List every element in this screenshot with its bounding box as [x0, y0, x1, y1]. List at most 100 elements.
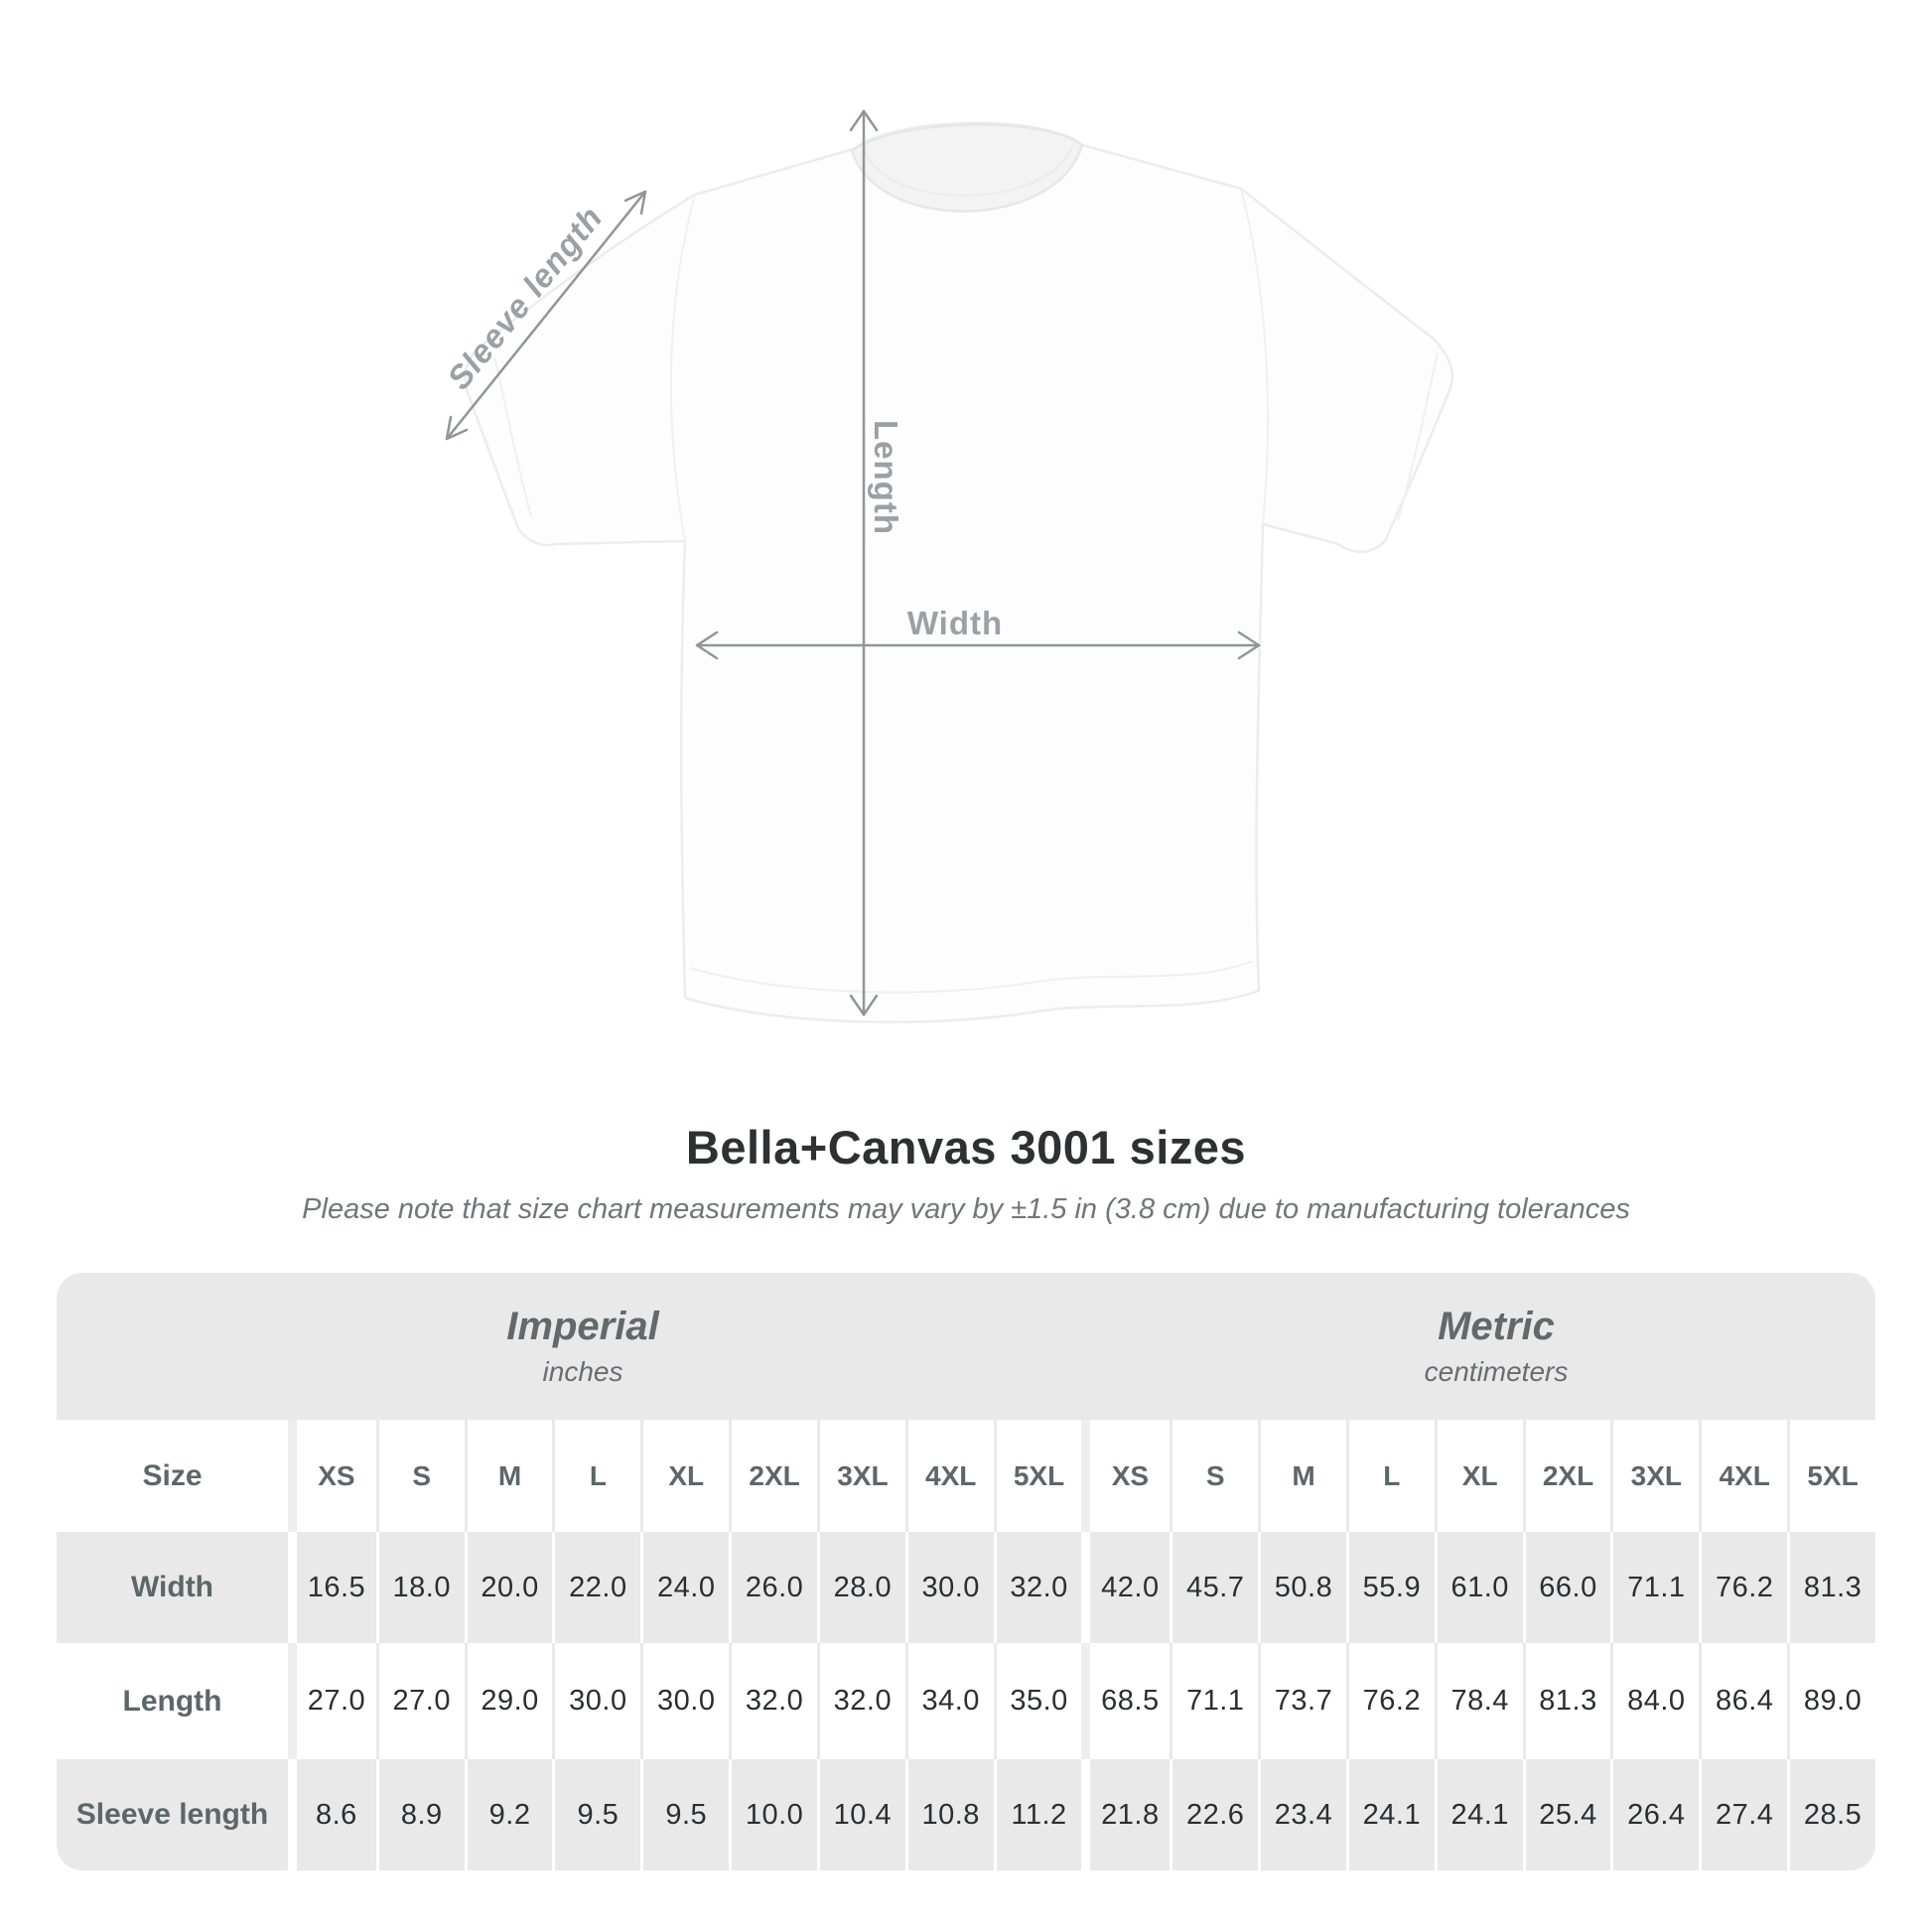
measurements-table: Size XS S M L XL 2XL 3XL 4XL 5XL XS S M …: [57, 1420, 1875, 1870]
sleeve-length-row: Sleeve length 8.6 8.9 9.2 9.5 9.5 10.0 1…: [57, 1759, 1875, 1870]
value-cell: 24.0: [640, 1532, 729, 1643]
value-cell: 45.7: [1170, 1532, 1258, 1643]
size-col-header: 5XL: [993, 1420, 1082, 1532]
value-cell: 26.4: [1610, 1759, 1699, 1870]
size-col-header: 2XL: [1522, 1420, 1611, 1532]
value-cell: 9.5: [640, 1759, 729, 1870]
size-col-header: S: [375, 1420, 465, 1532]
value-cell: 81.3: [1522, 1643, 1611, 1759]
metric-unit: centimeters: [1424, 1356, 1569, 1387]
page-title: Bella+Canvas 3001 sizes: [685, 1121, 1247, 1173]
value-cell: 27.0: [288, 1643, 376, 1759]
value-cell: 89.0: [1787, 1643, 1875, 1759]
size-col-header: XS: [1081, 1420, 1170, 1532]
imperial-unit: inches: [542, 1356, 623, 1387]
size-col-header: M: [1258, 1420, 1346, 1532]
tshirt-body: [464, 121, 1454, 1024]
collar-inner-rim: [863, 145, 1073, 197]
row-label: Sleeve length: [75, 1798, 269, 1831]
value-cell: 24.1: [1345, 1759, 1435, 1870]
tshirt-image: [445, 109, 1454, 1024]
value-cell: 22.6: [1170, 1759, 1258, 1870]
imperial-title: Imperial: [506, 1305, 659, 1348]
size-col-header: L: [552, 1420, 640, 1532]
value-cell: 73.7: [1258, 1643, 1346, 1759]
value-cell: 30.0: [904, 1532, 994, 1643]
value-cell: 86.4: [1699, 1643, 1787, 1759]
value-cell: 84.0: [1610, 1643, 1699, 1759]
value-cell: 71.1: [1170, 1643, 1258, 1759]
value-cell: 25.4: [1522, 1759, 1611, 1870]
size-header-row: Size XS S M L XL 2XL 3XL 4XL 5XL XS S M …: [57, 1420, 1875, 1532]
value-cell: 10.0: [729, 1759, 817, 1870]
tolerance-note: Please note that size chart measurements…: [302, 1193, 1630, 1225]
value-cell: 10.4: [816, 1759, 905, 1870]
size-col-header: S: [1170, 1420, 1258, 1532]
value-cell: 22.0: [552, 1532, 640, 1643]
value-cell: 29.0: [464, 1643, 553, 1759]
value-cell: 27.4: [1699, 1759, 1787, 1870]
right-sleeve-seam: [1240, 188, 1269, 525]
value-cell: 28.0: [816, 1532, 905, 1643]
value-cell: 28.5: [1787, 1759, 1875, 1870]
value-cell: 55.9: [1345, 1532, 1435, 1643]
width-row: Width 16.5 18.0 20.0 22.0 24.0 26.0 28.0…: [57, 1532, 1875, 1643]
value-cell: 10.8: [904, 1759, 994, 1870]
length-row: Length 27.0 27.0 29.0 30.0 30.0 32.0 32.…: [57, 1643, 1875, 1759]
value-cell: 76.2: [1699, 1532, 1787, 1643]
length-annotation: Length: [868, 420, 904, 535]
size-table: Imperial inches Metric centimeters Size …: [57, 1273, 1875, 1870]
value-cell: 30.0: [552, 1643, 640, 1759]
hem-stitch: [689, 960, 1254, 994]
value-cell: 9.5: [552, 1759, 640, 1870]
value-cell: 16.5: [288, 1532, 376, 1643]
value-cell: 42.0: [1081, 1532, 1170, 1643]
size-col-header: XS: [288, 1420, 376, 1532]
unit-header-band: Imperial inches Metric centimeters: [57, 1273, 1875, 1420]
size-col-header: XL: [640, 1420, 729, 1532]
metric-header: Metric centimeters: [1117, 1273, 1875, 1420]
size-col-header: 4XL: [1699, 1420, 1787, 1532]
value-cell: 9.2: [464, 1759, 553, 1870]
tshirt-figure: Sleeve length Length Width: [440, 109, 1454, 1024]
size-col-header: 2XL: [729, 1420, 817, 1532]
value-cell: 71.1: [1610, 1532, 1699, 1643]
value-cell: 24.1: [1434, 1759, 1523, 1870]
value-cell: 18.0: [375, 1532, 465, 1643]
value-cell: 8.6: [288, 1759, 376, 1870]
size-col-header: M: [464, 1420, 553, 1532]
value-cell: 32.0: [816, 1643, 905, 1759]
imperial-header: Imperial inches: [57, 1273, 1109, 1420]
value-cell: 81.3: [1787, 1532, 1875, 1643]
width-annotation: Width: [906, 605, 1004, 641]
value-cell: 66.0: [1522, 1532, 1611, 1643]
tshirt-collar: [850, 123, 1084, 213]
value-cell: 23.4: [1258, 1759, 1346, 1870]
width-arrow: [695, 630, 1261, 660]
value-cell: 30.0: [640, 1643, 729, 1759]
value-cell: 34.0: [904, 1643, 994, 1759]
value-cell: 21.8: [1081, 1759, 1170, 1870]
value-cell: 20.0: [464, 1532, 553, 1643]
value-cell: 78.4: [1434, 1643, 1523, 1759]
sleeve-length-arrow: [445, 190, 647, 441]
value-cell: 27.0: [375, 1643, 465, 1759]
value-cell: 26.0: [729, 1532, 817, 1643]
value-cell: 8.9: [375, 1759, 465, 1870]
value-cell: 32.0: [729, 1643, 817, 1759]
metric-title: Metric: [1438, 1305, 1555, 1348]
row-label: Width: [130, 1571, 214, 1603]
left-sleeve-seam: [669, 194, 696, 542]
value-cell: 76.2: [1345, 1643, 1435, 1759]
size-row-label: Size: [142, 1458, 203, 1492]
size-col-header: 5XL: [1787, 1420, 1875, 1532]
size-col-header: 3XL: [1610, 1420, 1699, 1532]
right-cuff-stitch: [1397, 351, 1439, 522]
value-cell: 61.0: [1434, 1532, 1523, 1643]
value-cell: 50.8: [1258, 1532, 1346, 1643]
value-cell: 68.5: [1081, 1643, 1170, 1759]
value-cell: 11.2: [993, 1759, 1082, 1870]
value-cell: 32.0: [993, 1532, 1082, 1643]
size-col-header: 3XL: [816, 1420, 905, 1532]
